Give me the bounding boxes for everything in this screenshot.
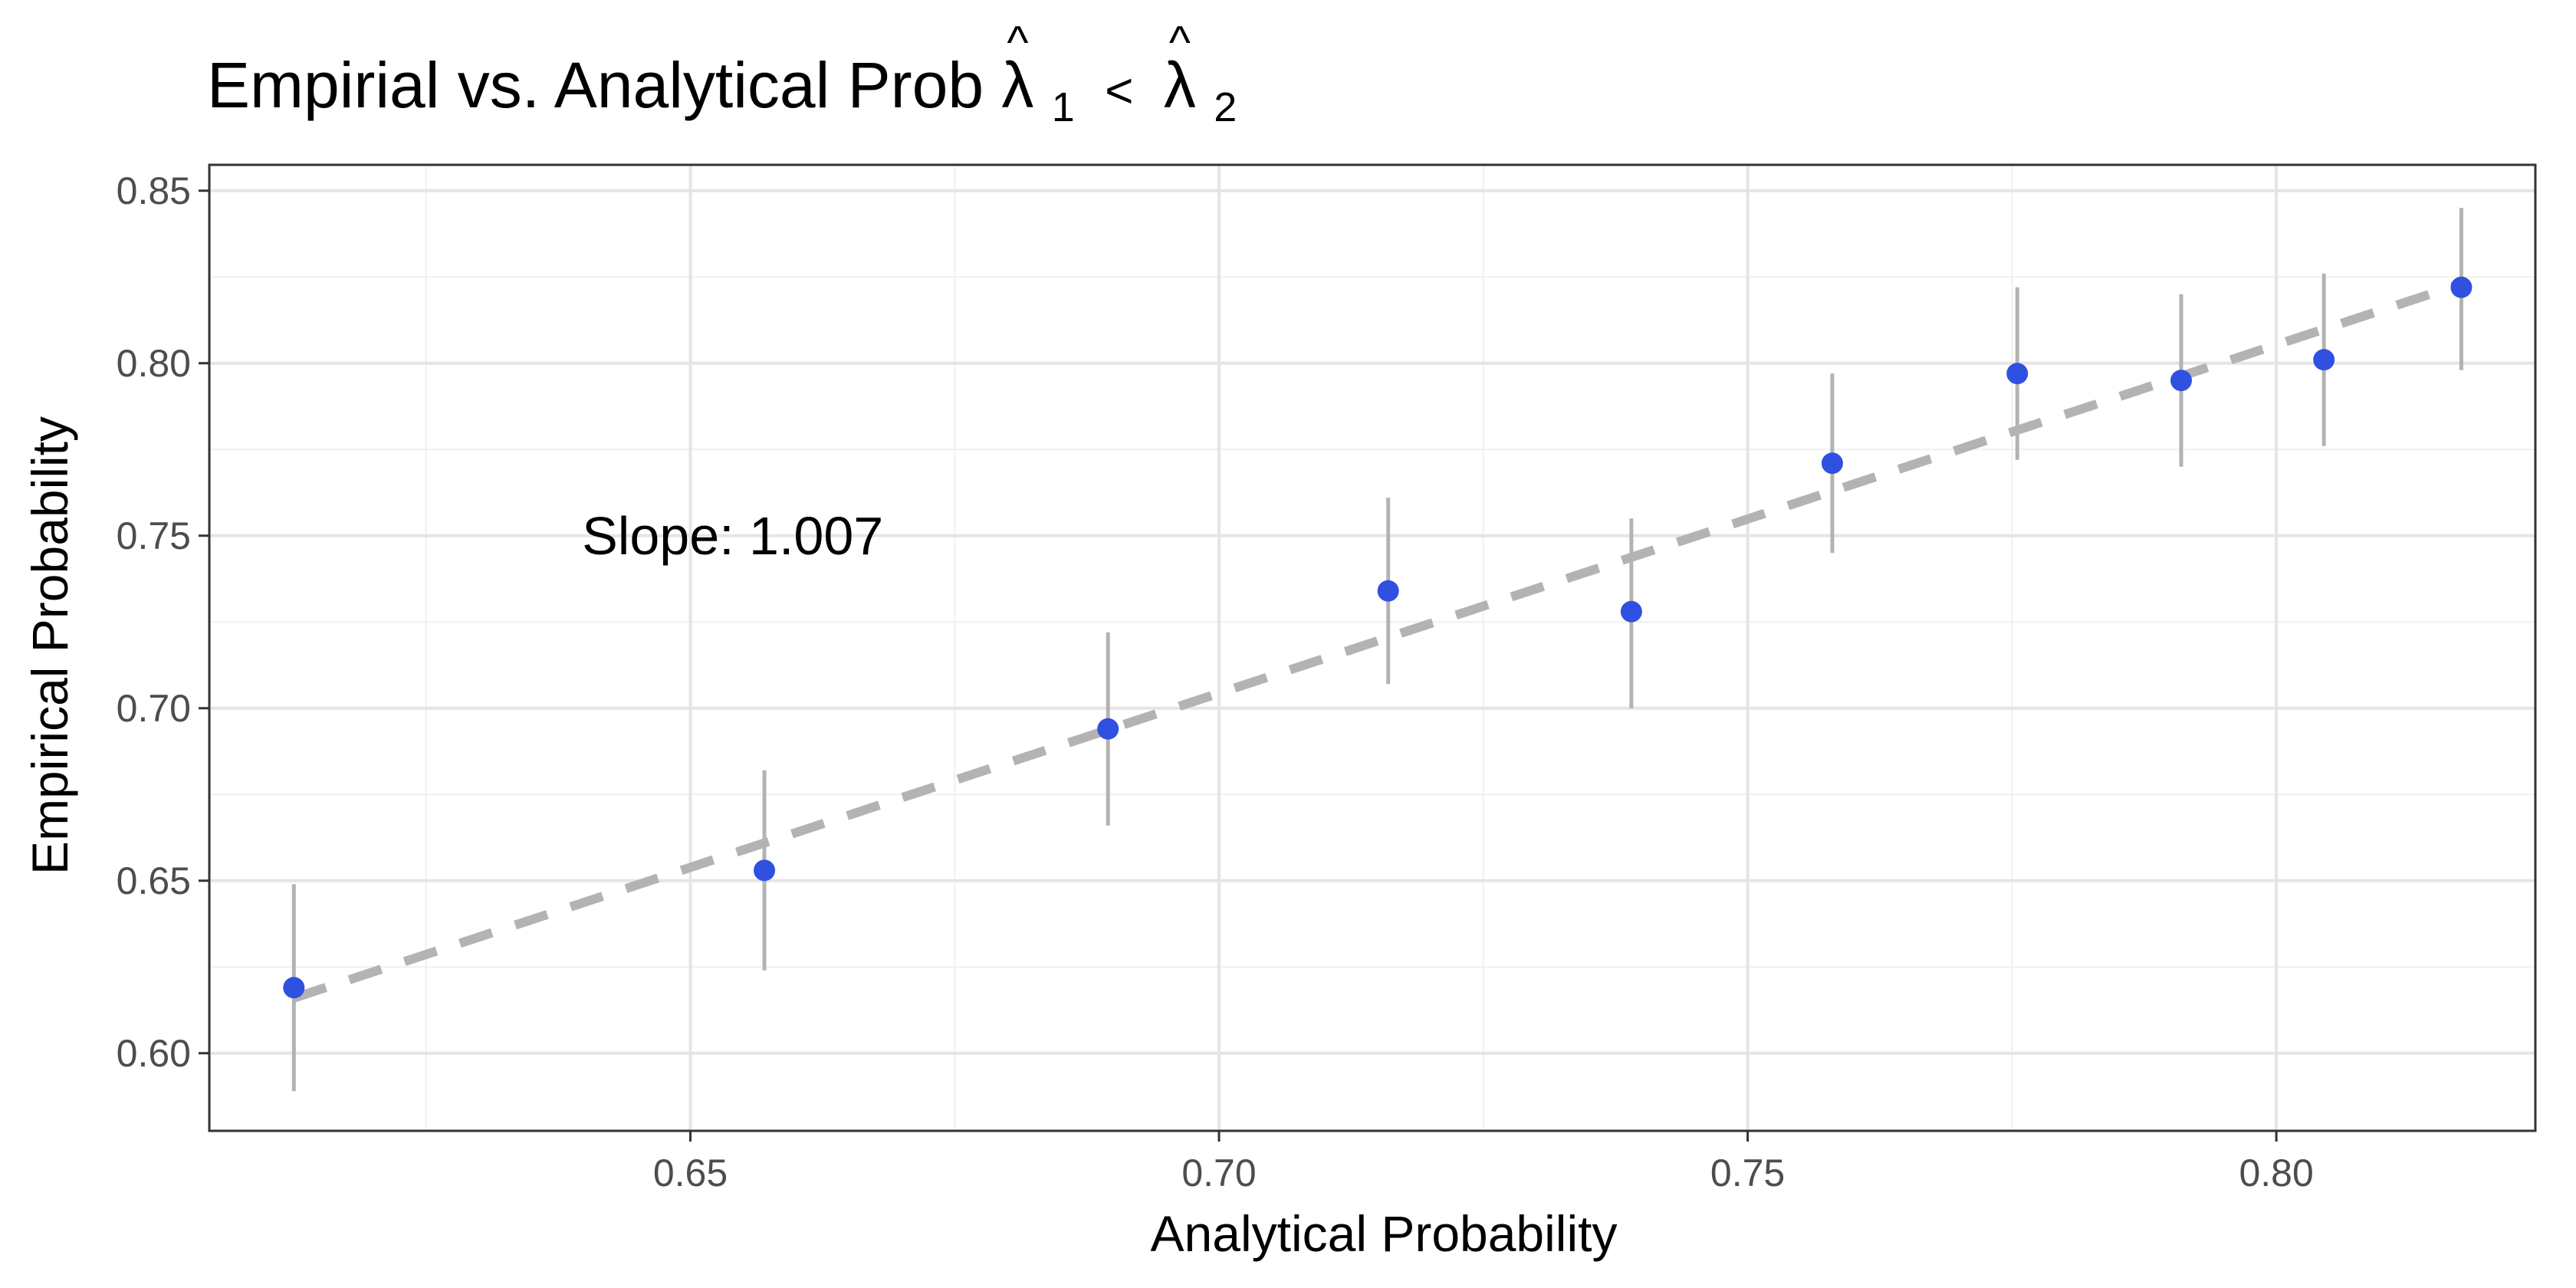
data-point-3: [1097, 718, 1119, 740]
data-point-1: [283, 977, 305, 999]
y-tick-label: 0.70: [117, 687, 191, 730]
hat-mark: ^: [1007, 17, 1028, 68]
title-hat-marks: ^ ^: [1007, 17, 1191, 68]
data-point-9: [2313, 349, 2335, 371]
data-point-5: [1620, 600, 1642, 623]
x-tick-label: 0.70: [1181, 1152, 1256, 1194]
title-subscript-2: 2: [1214, 84, 1237, 130]
x-tick-label: 0.80: [2239, 1152, 2313, 1194]
y-axis-title: Empirical Probability: [21, 416, 78, 875]
data-point-6: [1821, 452, 1843, 475]
y-tick-label: 0.80: [117, 342, 191, 385]
errorbar-layer: [291, 208, 2463, 1092]
fit-line-layer: [292, 279, 2463, 1003]
y-tick-label: 0.85: [117, 169, 191, 212]
data-point-8: [2170, 370, 2193, 392]
y-tick-label: 0.65: [117, 859, 191, 902]
slope-annotation: Slope: 1.007: [582, 506, 883, 566]
title-prefix: Empirial vs. Analytical Prob: [207, 49, 1001, 121]
point-layer: [283, 276, 2472, 999]
chart-title: Empirial vs. Analytical Prob λ 1 < λ 2: [207, 49, 1237, 135]
data-point-2: [754, 859, 776, 882]
data-point-4: [1377, 580, 1399, 602]
title-lambda-2: λ: [1164, 49, 1196, 121]
x-tick-label: 0.75: [1710, 1152, 1785, 1194]
fit-line: [292, 279, 2463, 1003]
data-point-7: [2006, 363, 2029, 385]
y-axis: 0.60 0.65 0.70 0.75 0.80 0.85: [117, 169, 209, 1075]
x-tick-label: 0.65: [653, 1152, 728, 1194]
x-axis-title: Analytical Probability: [1151, 1205, 1618, 1262]
grid: [209, 165, 2535, 1131]
panel-border: [208, 163, 2537, 1132]
y-tick-label: 0.60: [117, 1032, 191, 1075]
data-point-10: [2450, 276, 2472, 298]
title-subscript-1: 1: [1052, 84, 1075, 130]
title-less-than: <: [1105, 63, 1133, 118]
y-tick-label: 0.75: [117, 514, 191, 557]
hat-mark: ^: [1169, 17, 1191, 68]
x-axis: 0.65 0.70 0.75 0.80: [653, 1131, 2314, 1194]
title-lambda-1: λ: [1001, 49, 1033, 121]
